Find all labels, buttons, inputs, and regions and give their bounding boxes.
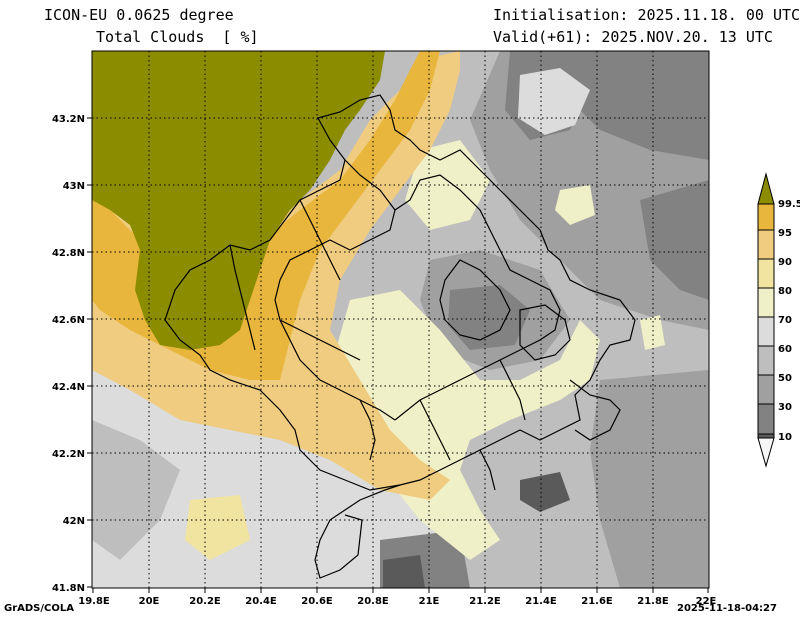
- lat-label: 42N: [63, 516, 85, 527]
- variable-title: Total Clouds [ %]: [96, 28, 259, 46]
- legend-label: 30: [778, 402, 792, 413]
- lon-label: 21.4E: [525, 596, 557, 607]
- color-legend: [757, 172, 775, 468]
- legend-swatch: [757, 203, 775, 231]
- lon-label: 21.8E: [637, 596, 669, 607]
- lat-label: 42.6N: [52, 315, 85, 326]
- valid-time: Valid(+61): 2025.NOV.20. 13 UTC: [493, 28, 773, 46]
- render-timestamp: 2025-11-18-04:27: [677, 603, 777, 614]
- legend-label: 50: [778, 373, 792, 384]
- software-credit: GrADS/COLA: [4, 603, 74, 614]
- lat-label: 43N: [63, 181, 85, 192]
- axis-ticks: [87, 117, 709, 593]
- lon-label: 20.6E: [301, 596, 333, 607]
- legend-arrow-top: [757, 172, 775, 205]
- admin-borders: [164, 94, 636, 579]
- legend-label: 60: [778, 344, 792, 355]
- legend-arrow-bottom: [757, 437, 775, 468]
- lat-label: 42.8N: [52, 248, 85, 259]
- lon-label: 22E: [696, 596, 717, 607]
- lon-label: 21.2E: [469, 596, 501, 607]
- lon-label: 21.6E: [581, 596, 613, 607]
- lon-label: 21E: [419, 596, 440, 607]
- legend-label: 90: [778, 257, 792, 268]
- lon-label: 19.8E: [78, 596, 110, 607]
- legend-swatch: [757, 403, 775, 435]
- legend-swatch: [757, 374, 775, 405]
- cloud-field: [92, 51, 709, 588]
- legend-swatch: [757, 258, 775, 289]
- lat-label: 42.4N: [52, 382, 85, 393]
- lon-label: 20E: [139, 596, 160, 607]
- legend-label: 10: [778, 432, 792, 443]
- legend-swatch: [757, 287, 775, 318]
- lat-label: 43.2N: [52, 114, 85, 125]
- legend-swatch: [757, 229, 775, 260]
- initialisation-time: Initialisation: 2025.11.18. 00 UTC: [493, 6, 800, 24]
- legend-swatch: [757, 433, 775, 439]
- lon-label: 20.8E: [357, 596, 389, 607]
- legend-swatch: [757, 316, 775, 347]
- lat-label: 42.2N: [52, 449, 85, 460]
- legend-swatch: [757, 345, 775, 376]
- lat-labels: 43.2N 43N 42.8N 42.6N 42.4N 42.2N 42N 41…: [52, 114, 85, 594]
- lat-label: 41.8N: [52, 583, 85, 594]
- legend-label: 99.5: [778, 199, 800, 210]
- legend-labels: 99.5 95 90 80 70 60 50 30 10: [778, 199, 800, 443]
- lon-labels: 19.8E 20E 20.2E 20.4E 20.6E 20.8E 21E 21…: [78, 596, 716, 607]
- model-title: ICON-EU 0.0625 degree: [44, 6, 234, 24]
- legend-label: 80: [778, 286, 792, 297]
- lon-label: 20.2E: [189, 596, 221, 607]
- lon-label: 20.4E: [245, 596, 277, 607]
- legend-label: 95: [778, 228, 792, 239]
- legend-label: 70: [778, 315, 792, 326]
- graticule: [92, 51, 709, 588]
